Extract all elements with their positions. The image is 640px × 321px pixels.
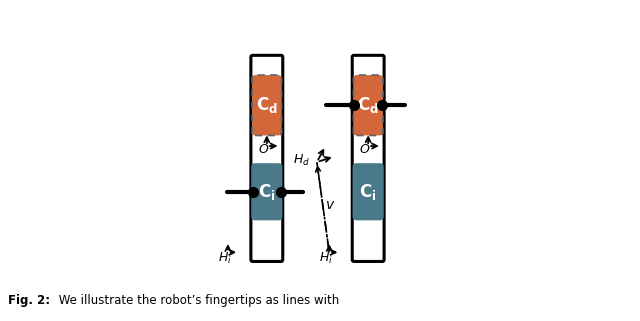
Text: O: O [360, 143, 369, 157]
Text: O: O [258, 143, 268, 157]
Text: $H_i$: $H_i$ [218, 251, 232, 266]
Text: Fig. 2:: Fig. 2: [8, 294, 50, 307]
Text: $H_d$: $H_d$ [293, 153, 310, 169]
Text: $\mathbf{C_d}$: $\mathbf{C_d}$ [256, 95, 278, 115]
Text: We illustrate the robot’s fingertips as lines with: We illustrate the robot’s fingertips as … [55, 294, 339, 307]
FancyBboxPatch shape [352, 55, 384, 262]
FancyBboxPatch shape [353, 164, 383, 220]
FancyBboxPatch shape [353, 75, 383, 135]
FancyBboxPatch shape [252, 164, 282, 220]
Text: $v$: $v$ [324, 198, 335, 212]
FancyBboxPatch shape [252, 75, 282, 135]
FancyBboxPatch shape [251, 55, 283, 262]
Text: $\mathbf{C_i}$: $\mathbf{C_i}$ [258, 182, 275, 202]
Text: $H_i$: $H_i$ [319, 251, 333, 266]
Text: $\mathbf{C_d}$: $\mathbf{C_d}$ [357, 95, 379, 115]
Text: $\mathbf{C_i}$: $\mathbf{C_i}$ [360, 182, 377, 202]
